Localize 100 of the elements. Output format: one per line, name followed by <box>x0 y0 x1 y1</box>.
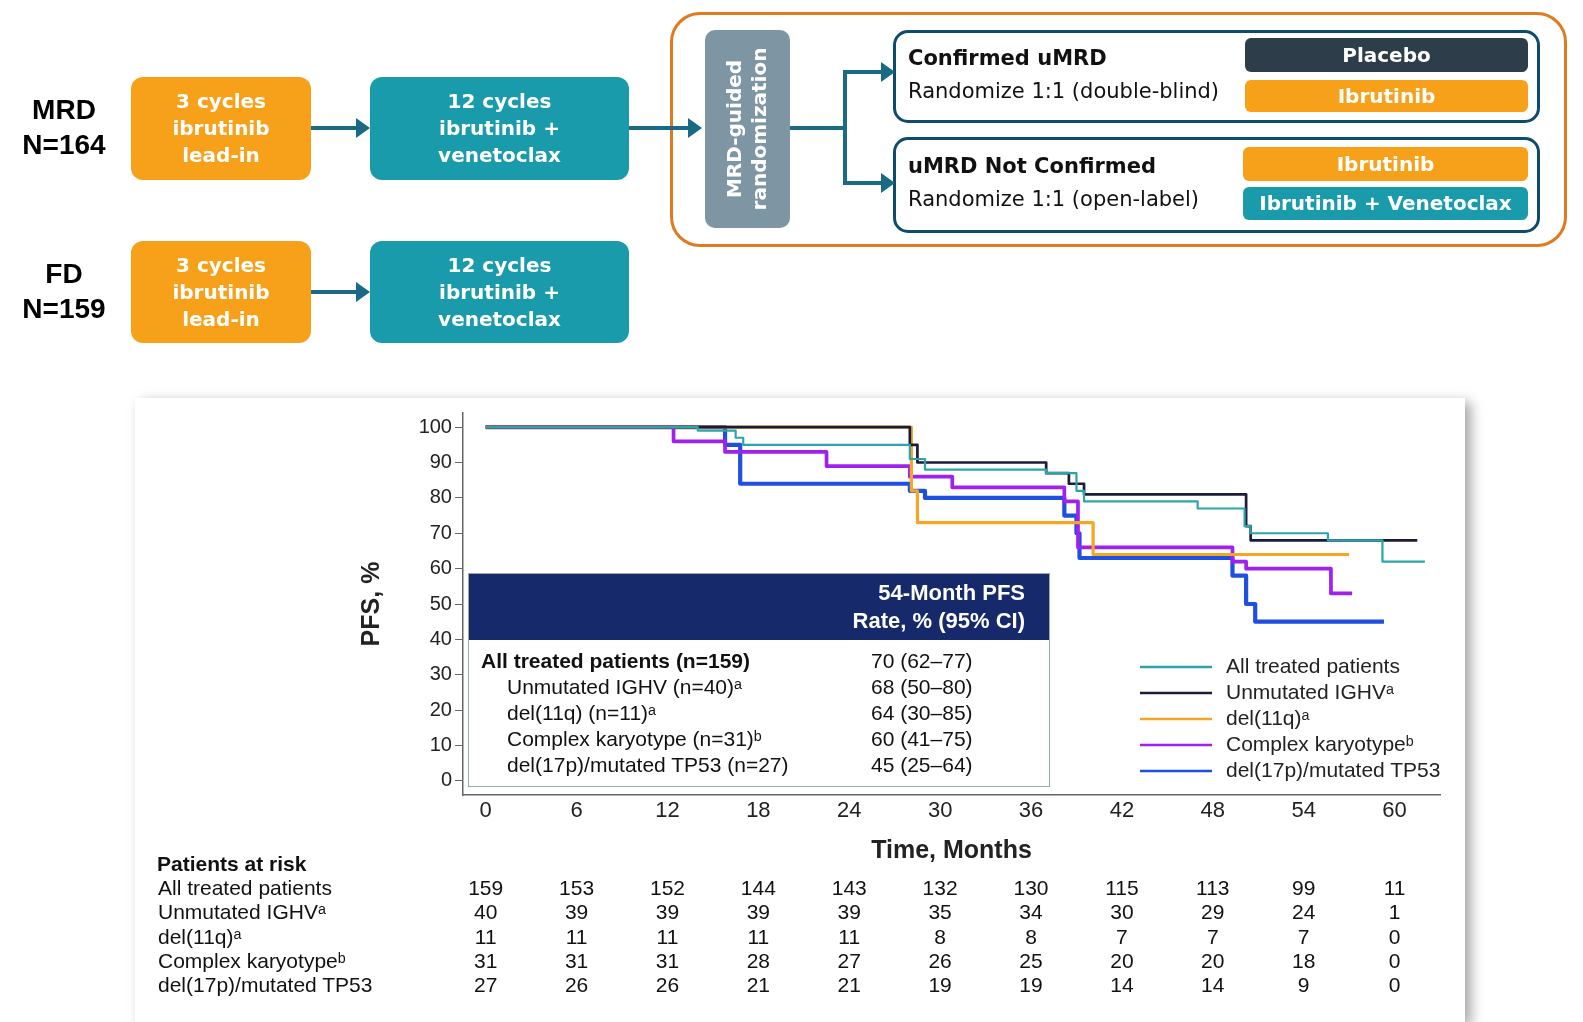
text: 132 <box>921 876 959 900</box>
annotation: 68 (50–80) <box>871 675 973 699</box>
x-tick-label: 60 <box>1382 797 1407 823</box>
y-tick-label: 10 <box>429 733 452 755</box>
text: 39 <box>563 900 590 925</box>
text: 25 <box>1018 948 1044 973</box>
text: 130 <box>1012 876 1050 900</box>
annotation: 64 (30–85) <box>871 701 973 725</box>
text: 115 <box>1104 876 1140 900</box>
text: 7 <box>1115 924 1129 949</box>
annotation: 45 (25–64) <box>871 753 973 777</box>
text: 31 <box>563 948 590 973</box>
text: 40 <box>473 900 499 925</box>
text: 11 <box>564 924 589 949</box>
text: 144 <box>739 876 777 900</box>
x-tick-label: 24 <box>837 797 862 823</box>
legend-label: Complex karyotypeᵇ <box>1226 731 1414 755</box>
text: 14 <box>1109 973 1135 998</box>
y-tick-label: 0 <box>440 768 452 791</box>
text: 9 <box>1296 973 1311 998</box>
rounded-box: 3 cycles ibrutinib lead-in <box>131 241 311 343</box>
x-tick-label: 48 <box>1200 797 1226 823</box>
text: 7 <box>1205 924 1220 949</box>
text: 35 <box>927 900 953 925</box>
x-tick-label: 30 <box>927 797 953 823</box>
rounded-box: 3 cycles ibrutinib lead-in <box>131 77 311 180</box>
text: 24 <box>1291 900 1317 925</box>
rounded-box: Placebo <box>1245 38 1528 72</box>
rounded-box: 12 cycles ibrutinib + venetoclax <box>370 241 629 343</box>
text: 153 <box>558 876 596 900</box>
text: 19 <box>1018 973 1044 998</box>
annotation: 60 (41–75) <box>871 727 973 751</box>
text: Complex karyotypeᵇ <box>158 948 346 973</box>
text: Patients at risk <box>157 852 307 876</box>
annotation: Unmutated IGHV (n=40)ᵃ <box>507 675 742 699</box>
annotation: del(17p)/mutated TP53 (n=27) <box>507 753 789 777</box>
y-tick-label: 80 <box>429 485 452 508</box>
legend-label: Unmutated IGHVᵃ <box>1226 679 1394 703</box>
y-tick-label: 100 <box>418 414 452 437</box>
text: Randomize 1:1 (double-blind) <box>908 79 1220 103</box>
text: 11 <box>655 924 680 949</box>
y-tick-label: 90 <box>429 450 452 473</box>
text: 1 <box>1387 900 1402 925</box>
text: 26 <box>654 973 681 998</box>
text: 39 <box>654 900 681 925</box>
text: 7 <box>1296 924 1311 949</box>
y-tick-label: 60 <box>429 556 452 579</box>
y-tick-label: 70 <box>429 520 452 543</box>
text: 99 <box>1291 876 1317 900</box>
rounded-box: 12 cycles ibrutinib + venetoclax <box>370 77 629 180</box>
text: del(17p)/mutated TP53 <box>158 973 373 998</box>
rounded-box: Ibrutinib + Venetoclax <box>1243 187 1528 220</box>
text: 143 <box>830 876 868 900</box>
text: 21 <box>745 973 772 998</box>
text: 11 <box>1382 876 1407 900</box>
text: 8 <box>1024 924 1038 949</box>
text: 20 <box>1200 948 1226 973</box>
text: 34 <box>1018 900 1044 925</box>
text: Randomize 1:1 (open-label) <box>908 187 1200 211</box>
text: 27 <box>836 948 862 973</box>
text: 26 <box>927 948 953 973</box>
rounded-box: Ibrutinib <box>1243 147 1528 181</box>
x-tick-label: 12 <box>655 797 680 823</box>
text: 28 <box>745 948 772 973</box>
y-axis-title: PFS, % <box>355 561 384 647</box>
x-tick-label: 0 <box>479 797 492 823</box>
text: 14 <box>1200 973 1226 998</box>
text: 20 <box>1109 948 1135 973</box>
y-tick-label: 50 <box>429 591 452 614</box>
text: uMRD Not Confirmed <box>908 154 1156 178</box>
text: 159 <box>467 876 505 900</box>
y-tick-label: 30 <box>429 662 452 685</box>
text: 0 <box>1387 948 1402 973</box>
x-tick-label: 36 <box>1018 797 1044 823</box>
text: 11 <box>746 924 771 949</box>
text: 31 <box>473 948 499 973</box>
x-axis-title: Time, Months <box>871 834 1032 863</box>
x-tick-label: 18 <box>746 797 771 823</box>
text: Confirmed uMRD <box>908 46 1107 70</box>
annotation: Complex karyotype (n=31)ᵇ <box>507 727 762 751</box>
text: 19 <box>927 973 953 998</box>
text: 0 <box>1387 924 1402 949</box>
legend-label: del(17p)/mutated TP53 <box>1226 757 1441 781</box>
text: del(11q)ᵃ <box>158 924 242 949</box>
x-tick-label: 6 <box>570 797 583 823</box>
text: 152 <box>648 876 686 900</box>
text: 11 <box>837 924 862 949</box>
text: 26 <box>563 973 590 998</box>
annotation: 70 (62–77) <box>871 649 973 673</box>
text: Unmutated IGHVᵃ <box>158 900 326 925</box>
text: 8 <box>933 924 947 949</box>
text: 27 <box>473 973 499 998</box>
rounded-box: MRD-guided randomization <box>705 30 790 228</box>
annotation: 54-Month PFS Rate, % (95% CI) <box>852 579 1025 634</box>
legend-label: del(11q)ᵃ <box>1226 705 1310 729</box>
annotation: del(11q) (n=11)ᵃ <box>507 701 656 725</box>
text: 11 <box>473 924 498 949</box>
rounded-box: Ibrutinib <box>1245 80 1528 112</box>
text: 30 <box>1109 900 1135 925</box>
annotation: All treated patients (n=159) <box>481 649 750 673</box>
